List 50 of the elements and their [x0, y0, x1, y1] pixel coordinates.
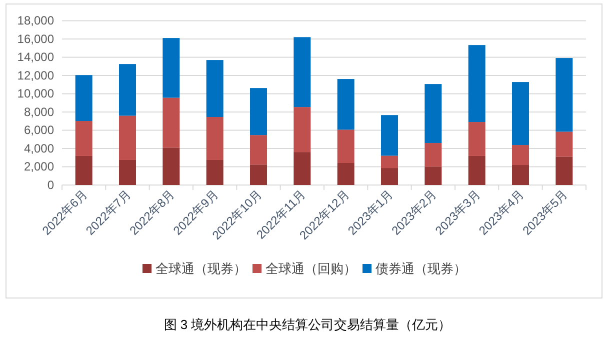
y-tick-label: 12,000 [17, 68, 54, 82]
y-tick-label: 18,000 [17, 14, 54, 28]
bar [162, 38, 180, 98]
y-tick-label: 10,000 [17, 86, 54, 101]
bar [424, 84, 442, 144]
bar [556, 132, 573, 157]
bar [337, 130, 354, 163]
bar [250, 88, 267, 136]
legend-label: 全球通（现券） [156, 261, 246, 276]
y-tick-label: 16,000 [17, 32, 54, 46]
bar [556, 58, 573, 132]
bar [468, 122, 486, 156]
legend-label: 债券通（现券） [376, 261, 466, 276]
bar [294, 107, 311, 152]
bar [468, 156, 486, 185]
bar [294, 152, 311, 185]
bar [512, 145, 529, 166]
bar [162, 98, 180, 148]
bar [424, 166, 442, 185]
y-tick-label: 4,000 [24, 141, 54, 156]
text: 图 3 境外机构在中央结算公司交易结算量（亿元） [164, 317, 452, 332]
y-tick-label: 0 [47, 178, 54, 192]
bar [119, 116, 136, 160]
bar [119, 64, 136, 116]
bar [512, 82, 529, 146]
bar [75, 121, 92, 156]
bar [294, 37, 311, 108]
bar [119, 160, 136, 185]
bar [250, 164, 267, 185]
bar [75, 156, 92, 185]
bar [556, 156, 573, 185]
bar [424, 143, 442, 167]
y-tick-label: 14,000 [17, 50, 54, 64]
bar [512, 165, 529, 185]
bar [381, 168, 398, 185]
bar [206, 117, 224, 160]
bar [381, 156, 398, 168]
y-tick-label: 8,000 [24, 104, 54, 119]
bar [250, 135, 267, 165]
y-tick-label: 6,000 [24, 123, 54, 138]
bar [381, 115, 398, 156]
bar [206, 160, 224, 185]
bar [206, 60, 224, 117]
bar [162, 148, 180, 185]
y-tick-label: 2,000 [24, 160, 54, 174]
legend-label: 全球通（回购） [266, 261, 356, 276]
bar [337, 79, 354, 130]
bar [75, 75, 92, 122]
bar [337, 163, 354, 185]
bar [468, 45, 486, 122]
